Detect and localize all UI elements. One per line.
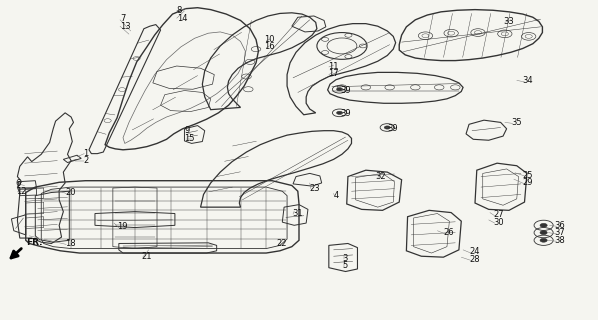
Text: 21: 21: [141, 252, 151, 261]
Text: 23: 23: [310, 184, 321, 193]
Text: 37: 37: [554, 228, 565, 237]
Text: 8: 8: [176, 6, 182, 15]
Text: 39: 39: [388, 124, 398, 132]
Text: 16: 16: [264, 42, 275, 52]
Text: 4: 4: [334, 191, 339, 200]
Text: 32: 32: [376, 172, 386, 181]
Text: 14: 14: [176, 14, 187, 23]
Text: 20: 20: [65, 188, 75, 197]
Text: 2: 2: [83, 156, 89, 165]
Text: 25: 25: [523, 171, 533, 180]
Circle shape: [540, 223, 547, 227]
Text: 26: 26: [443, 228, 454, 237]
Text: 18: 18: [65, 239, 76, 248]
Text: 38: 38: [554, 236, 565, 245]
Text: 36: 36: [554, 221, 565, 230]
Text: 31: 31: [292, 209, 303, 218]
Circle shape: [337, 111, 343, 115]
Circle shape: [385, 126, 390, 129]
Text: 39: 39: [341, 109, 352, 118]
Text: 28: 28: [469, 255, 480, 264]
Text: 5: 5: [342, 261, 347, 270]
Circle shape: [337, 88, 343, 91]
Text: 10: 10: [264, 35, 275, 44]
Text: 27: 27: [493, 210, 504, 219]
Text: 33: 33: [503, 17, 514, 26]
Text: 3: 3: [342, 254, 347, 263]
Text: 17: 17: [328, 69, 338, 78]
Text: FR.: FR.: [26, 238, 42, 247]
Text: 15: 15: [184, 134, 195, 143]
Text: 24: 24: [469, 247, 480, 256]
Text: 13: 13: [120, 22, 130, 31]
Text: 29: 29: [523, 179, 533, 188]
Circle shape: [540, 231, 547, 235]
Text: 9: 9: [184, 126, 190, 135]
Text: 1: 1: [83, 149, 89, 158]
Text: 39: 39: [341, 86, 352, 95]
Text: 34: 34: [523, 76, 533, 85]
Text: 35: 35: [511, 118, 521, 127]
Text: 11: 11: [328, 61, 338, 70]
Text: 6: 6: [16, 180, 21, 188]
Text: 22: 22: [276, 239, 287, 248]
Text: 7: 7: [120, 14, 126, 23]
Text: 12: 12: [16, 188, 26, 196]
Text: 30: 30: [493, 218, 504, 227]
Circle shape: [540, 238, 547, 242]
Text: 19: 19: [117, 222, 127, 231]
